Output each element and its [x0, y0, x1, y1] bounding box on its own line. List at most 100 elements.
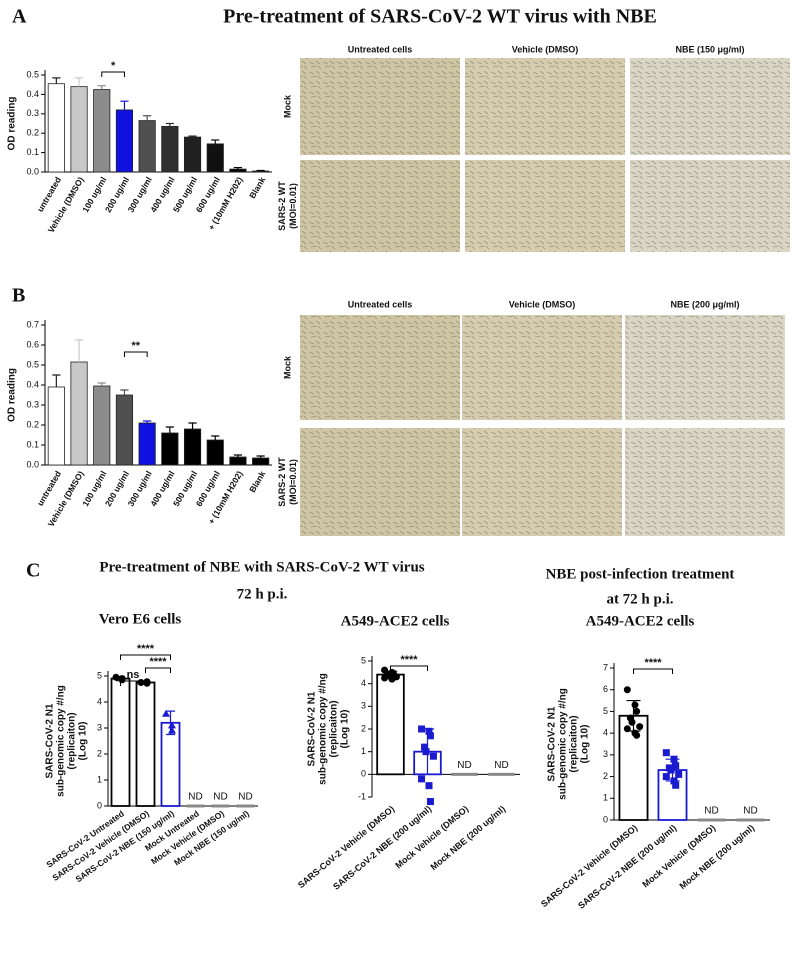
point	[422, 748, 430, 756]
significance-bracket	[120, 654, 171, 660]
point	[670, 777, 678, 785]
y-axis-label: SARS-CoV-2 N1	[307, 691, 318, 766]
bar	[135, 681, 156, 807]
micrograph-texture	[300, 428, 460, 536]
bar	[229, 456, 247, 466]
nd-bar	[186, 804, 205, 808]
y-axis-label: OD reading	[7, 97, 18, 151]
y-tick-label: 1	[361, 746, 366, 756]
value-label: ND	[188, 792, 202, 803]
y-tick-label: 0.3	[26, 399, 39, 409]
error-bar	[143, 420, 152, 423]
error-bar	[120, 100, 129, 110]
y-tick-label: 5	[361, 655, 366, 665]
y-tick-label: 0.7	[26, 319, 39, 329]
point	[143, 678, 151, 686]
significance-bracket	[123, 351, 148, 357]
significance-bracket	[120, 680, 146, 686]
y-tick-label: 0.5	[26, 69, 39, 79]
micrograph-column-label: Vehicle (DMSO)	[512, 44, 579, 54]
y-axis-label: sub-genomic copy #/ng	[558, 688, 569, 800]
error-bar	[120, 389, 129, 395]
y-axis-label: sub-genomic copy #/ng	[56, 685, 67, 797]
point	[633, 707, 641, 715]
heading: 72 h p.i.	[237, 586, 288, 602]
point	[162, 709, 170, 717]
bar	[252, 457, 270, 466]
error-bar	[74, 339, 84, 362]
panel-title: Pre-treatment of SARS-CoV-2 WT virus wit…	[223, 6, 657, 28]
value-label: ND	[213, 792, 227, 803]
error-bar	[97, 85, 106, 90]
error-bar	[165, 426, 174, 433]
bar	[206, 439, 224, 466]
y-axis-label: (Log 10)	[580, 725, 591, 764]
micrograph-texture	[300, 160, 460, 252]
y-tick-label: 0.3	[26, 108, 39, 118]
y-tick-label: 0.6	[26, 339, 39, 349]
error-bar	[143, 115, 152, 121]
micrograph-row-label: (MOI=0.01)	[288, 459, 298, 505]
y-tick-label: 3	[603, 749, 608, 759]
significance-label: ****	[149, 656, 167, 668]
bar	[93, 385, 111, 466]
bar	[115, 109, 134, 173]
micrograph-texture	[300, 315, 460, 420]
x-tick-label: Blank	[247, 469, 267, 494]
point	[426, 798, 434, 806]
significance-label: ****	[400, 654, 418, 666]
value-label: ND	[743, 806, 757, 817]
y-tick-label: 0.4	[26, 89, 39, 99]
error-bar	[256, 455, 265, 458]
x-tick-label: Mock NBE (200 ug/ml)	[677, 823, 756, 891]
micrograph-texture	[625, 315, 785, 420]
point	[672, 781, 680, 789]
error-bar	[188, 422, 197, 429]
bar	[110, 677, 131, 807]
bar	[115, 394, 134, 466]
error-bar	[52, 374, 61, 387]
point	[426, 732, 434, 740]
point	[429, 752, 437, 760]
micrograph-texture	[462, 315, 622, 420]
micrograph-row-label: Mock	[282, 355, 292, 379]
micrograph-column-label: Vehicle (DMSO)	[509, 299, 576, 309]
y-tick-label: 0.5	[26, 359, 39, 369]
micrograph-texture	[465, 160, 625, 252]
bar	[252, 170, 270, 173]
y-tick-label: 0.2	[26, 128, 39, 138]
micrograph-column-label: Untreated cells	[348, 299, 413, 309]
nd-bar	[236, 804, 255, 808]
y-tick-label: 2	[361, 723, 366, 733]
point	[421, 743, 429, 751]
y-tick-label: 7	[603, 662, 608, 672]
panel-label: B	[12, 285, 25, 307]
y-tick-label: 5	[97, 670, 102, 680]
bar	[47, 83, 65, 173]
micrograph-texture	[630, 160, 790, 252]
y-tick-label: 2	[97, 748, 102, 758]
significance-label: ****	[137, 643, 155, 655]
error-bar	[211, 435, 220, 440]
micrograph-column-label: Untreated cells	[348, 44, 413, 54]
y-tick-label: 0	[361, 769, 366, 779]
micrograph-column-label: NBE (200 μg/ml)	[670, 299, 739, 309]
panel-label: A	[12, 6, 27, 28]
x-tick-label: Blank	[247, 175, 267, 200]
y-tick-label: 0.4	[26, 379, 39, 389]
y-axis-label: SARS-CoV-2 N1	[45, 703, 56, 778]
point	[418, 725, 426, 733]
significance-bracket	[145, 667, 171, 673]
x-tick-label: Mock NBE (200 ug/ml)	[428, 804, 507, 872]
error-bar	[256, 169, 265, 172]
value-label: ND	[238, 792, 252, 803]
significance-bracket	[101, 71, 125, 77]
bar	[160, 721, 181, 807]
point	[168, 721, 176, 729]
point	[425, 782, 433, 790]
error-bar	[74, 77, 84, 87]
x-tick-label: SARS-CoV-2 NBE (150 ug/ml)	[73, 808, 176, 884]
point	[628, 718, 636, 726]
bar	[183, 428, 202, 466]
